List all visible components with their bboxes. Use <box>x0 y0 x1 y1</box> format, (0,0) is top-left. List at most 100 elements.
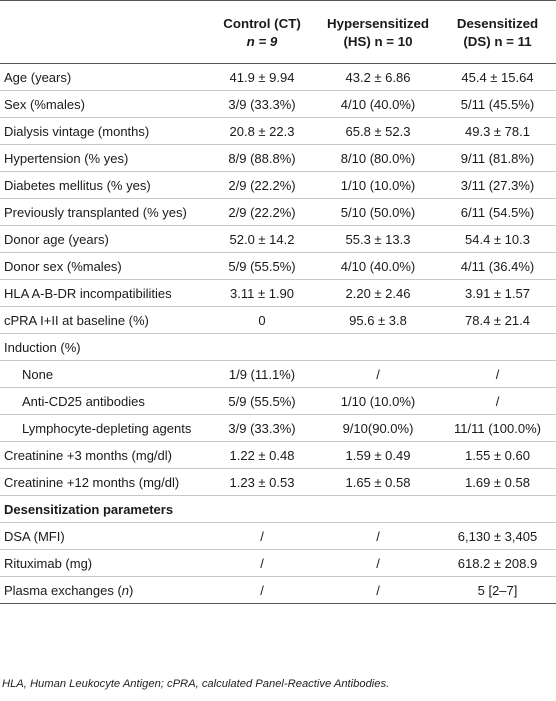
row-label: Hypertension (% yes) <box>0 144 207 172</box>
table-row: Creatinine +3 months (mg/dl) 1.22 ± 0.48… <box>0 441 556 469</box>
row-label: cPRA I+II at baseline (%) <box>0 306 207 334</box>
row-label: Age (years) <box>0 63 207 91</box>
table-row: Creatinine +12 months (mg/dl) 1.23 ± 0.5… <box>0 468 556 496</box>
table-row: Donor age (years) 52.0 ± 14.2 55.3 ± 13.… <box>0 225 556 253</box>
cell-ct: / <box>207 549 317 577</box>
cell-hs: 65.8 ± 52.3 <box>317 117 439 145</box>
cell-ds: 9/11 (81.8%) <box>439 144 556 172</box>
cell-ct: 52.0 ± 14.2 <box>207 225 317 253</box>
cell-ds: 4/11 (36.4%) <box>439 252 556 280</box>
table-row: DSA (MFI) / / 6,130 ± 3,405 <box>0 522 556 550</box>
row-label: HLA A-B-DR incompatibilities <box>0 279 207 307</box>
cell-hs: 43.2 ± 6.86 <box>317 63 439 91</box>
cell-ct: / <box>207 576 317 604</box>
row-label: DSA (MFI) <box>0 522 207 550</box>
cell-ct <box>207 495 317 523</box>
cell-ds: 3.91 ± 1.57 <box>439 279 556 307</box>
cell-hs: 8/10 (80.0%) <box>317 144 439 172</box>
table-row: Sex (%males) 3/9 (33.3%) 4/10 (40.0%) 5/… <box>0 90 556 118</box>
table-row-induction: Induction (%) <box>0 333 556 361</box>
cell-ds: 618.2 ± 208.9 <box>439 549 556 577</box>
table-row: Previously transplanted (% yes) 2/9 (22.… <box>0 198 556 226</box>
cell-ds: 54.4 ± 10.3 <box>439 225 556 253</box>
cell-ds <box>439 333 556 361</box>
header-row: Control (CT) n = 9 Hypersensitized (HS) … <box>0 1 556 64</box>
header-control-n: n = 9 <box>246 34 278 49</box>
cell-ds: / <box>439 360 556 388</box>
cell-ds: 5/11 (45.5%) <box>439 90 556 118</box>
table-row: Plasma exchanges (n) / / 5 [2–7] <box>0 576 556 604</box>
header-control: Control (CT) n = 9 <box>207 1 317 64</box>
header-control-title: Control (CT) <box>223 16 301 31</box>
row-label-italic: n <box>121 583 130 598</box>
cell-ct: 3.11 ± 1.90 <box>207 279 317 307</box>
cell-ds: 45.4 ± 15.64 <box>439 63 556 91</box>
table-footnote: HLA, Human Leukocyte Antigen; cPRA, calc… <box>2 678 390 690</box>
cell-hs: 4/10 (40.0%) <box>317 90 439 118</box>
row-label-end: ) <box>129 583 134 598</box>
table-subrow: Lymphocyte-depleting agents 3/9 (33.3%) … <box>0 414 556 442</box>
cell-ds: / <box>439 387 556 415</box>
cell-ct: 20.8 ± 22.3 <box>207 117 317 145</box>
table-row: cPRA I+II at baseline (%) 0 95.6 ± 3.8 7… <box>0 306 556 334</box>
cell-ds: 1.55 ± 0.60 <box>439 441 556 469</box>
table-row: Donor sex (%males) 5/9 (55.5%) 4/10 (40.… <box>0 252 556 280</box>
cell-ds: 6,130 ± 3,405 <box>439 522 556 550</box>
cell-ct: 5/9 (55.5%) <box>207 252 317 280</box>
row-label: Creatinine +12 months (mg/dl) <box>0 468 207 496</box>
cell-ct: / <box>207 522 317 550</box>
header-ds-n: (DS) n = 11 <box>463 34 532 49</box>
cell-hs: 1/10 (10.0%) <box>317 387 439 415</box>
header-desensitized: Desensitized (DS) n = 11 <box>439 1 556 64</box>
cell-hs: 2.20 ± 2.46 <box>317 279 439 307</box>
cell-ct: 1.23 ± 0.53 <box>207 468 317 496</box>
cell-ds <box>439 495 556 523</box>
row-label-main: Plasma exchanges ( <box>4 583 122 598</box>
table-row: Diabetes mellitus (% yes) 2/9 (22.2%) 1/… <box>0 171 556 199</box>
cell-ds: 1.69 ± 0.58 <box>439 468 556 496</box>
cell-ct: 2/9 (22.2%) <box>207 171 317 199</box>
cell-hs <box>317 333 439 361</box>
table-row: Dialysis vintage (months) 20.8 ± 22.3 65… <box>0 117 556 145</box>
table-row: HLA A-B-DR incompatibilities 3.11 ± 1.90… <box>0 279 556 307</box>
table-subrow: Anti-CD25 antibodies 5/9 (55.5%) 1/10 (1… <box>0 387 556 415</box>
cell-ct: 0 <box>207 306 317 334</box>
cell-hs: / <box>317 522 439 550</box>
section-label: Desensitization parameters <box>0 495 207 523</box>
row-label: Donor age (years) <box>0 225 207 253</box>
header-empty <box>0 1 207 64</box>
row-label: Anti-CD25 antibodies <box>0 387 207 415</box>
row-label: Previously transplanted (% yes) <box>0 198 207 226</box>
cell-hs: 9/10(90.0%) <box>317 414 439 442</box>
cell-ct <box>207 333 317 361</box>
row-label: Lymphocyte-depleting agents <box>0 414 207 442</box>
cell-ds: 78.4 ± 21.4 <box>439 306 556 334</box>
cell-ct: 1.22 ± 0.48 <box>207 441 317 469</box>
row-label: Rituximab (mg) <box>0 549 207 577</box>
cell-ds: 5 [2–7] <box>439 576 556 604</box>
cell-hs: 4/10 (40.0%) <box>317 252 439 280</box>
cell-ds: 11/11 (100.0%) <box>439 414 556 442</box>
cell-ct: 5/9 (55.5%) <box>207 387 317 415</box>
cell-hs: / <box>317 576 439 604</box>
header-ds-title: Desensitized <box>456 16 539 31</box>
cell-ds: 49.3 ± 78.1 <box>439 117 556 145</box>
header-hs-n: (HS) n = 10 <box>343 34 413 49</box>
cell-ds: 3/11 (27.3%) <box>439 171 556 199</box>
header-hs-title: Hypersensitized <box>327 16 429 31</box>
cell-hs <box>317 495 439 523</box>
row-label: Plasma exchanges (n) <box>0 576 207 604</box>
cell-hs: 1.59 ± 0.49 <box>317 441 439 469</box>
cell-hs: 95.6 ± 3.8 <box>317 306 439 334</box>
header-hypersensitized: Hypersensitized (HS) n = 10 <box>317 1 439 64</box>
row-label: Donor sex (%males) <box>0 252 207 280</box>
cell-hs: 1.65 ± 0.58 <box>317 468 439 496</box>
table-row: Age (years) 41.9 ± 9.94 43.2 ± 6.86 45.4… <box>0 63 556 91</box>
cell-ds: 6/11 (54.5%) <box>439 198 556 226</box>
table-subrow: None 1/9 (11.1%) / / <box>0 360 556 388</box>
table-row: Rituximab (mg) / / 618.2 ± 208.9 <box>0 549 556 577</box>
row-label: None <box>0 360 207 388</box>
cell-hs: / <box>317 360 439 388</box>
patient-characteristics-table: Control (CT) n = 9 Hypersensitized (HS) … <box>0 0 556 604</box>
